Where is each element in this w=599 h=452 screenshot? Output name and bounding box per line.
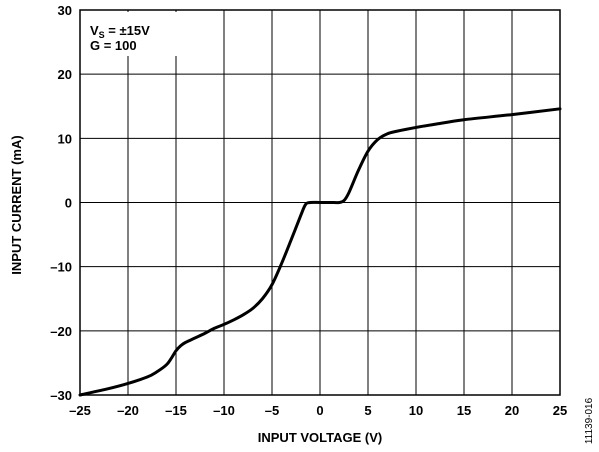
x-tick-label: –25	[69, 403, 91, 418]
y-tick-label: –30	[50, 388, 72, 403]
y-tick-label: –20	[50, 324, 72, 339]
y-tick-label: 10	[58, 131, 72, 146]
y-axis-title: INPUT CURRENT (mA)	[9, 135, 24, 274]
x-axis-title: INPUT VOLTAGE (V)	[258, 430, 382, 445]
annotation-gain: G = 100	[90, 38, 137, 53]
annotation-supply-sub: S	[99, 30, 105, 40]
x-tick-label: 15	[457, 403, 471, 418]
x-tick-label: 5	[364, 403, 371, 418]
x-tick-label: 0	[316, 403, 323, 418]
y-tick-label: –10	[50, 260, 72, 275]
series-line	[78, 107, 562, 397]
x-tick-label: 25	[553, 403, 567, 418]
annotation-supply: VS = ±15V	[90, 23, 150, 40]
x-tick-label: –5	[265, 403, 279, 418]
x-tick-label: –20	[117, 403, 139, 418]
x-tick-label: –10	[213, 403, 235, 418]
series-layer	[78, 107, 562, 397]
y-tick-label: 20	[58, 67, 72, 82]
y-tick-labels: –30 –20 –10 0 10 20 30	[50, 3, 72, 403]
annotation-supply-v: V	[90, 23, 99, 38]
x-tick-label: 10	[409, 403, 423, 418]
x-tick-label: –15	[165, 403, 187, 418]
y-tick-label: 0	[65, 196, 72, 211]
annotation-supply-value: = ±15V	[105, 23, 150, 38]
x-tick-labels: –25 –20 –15 –10 –5 0 5 10 15 20 25	[69, 403, 567, 418]
annotation-box	[84, 12, 184, 56]
x-tick-label: 20	[505, 403, 519, 418]
plot-frame	[79, 9, 561, 396]
figure-id: 11139-016	[584, 397, 595, 444]
y-tick-label: 30	[58, 3, 72, 18]
